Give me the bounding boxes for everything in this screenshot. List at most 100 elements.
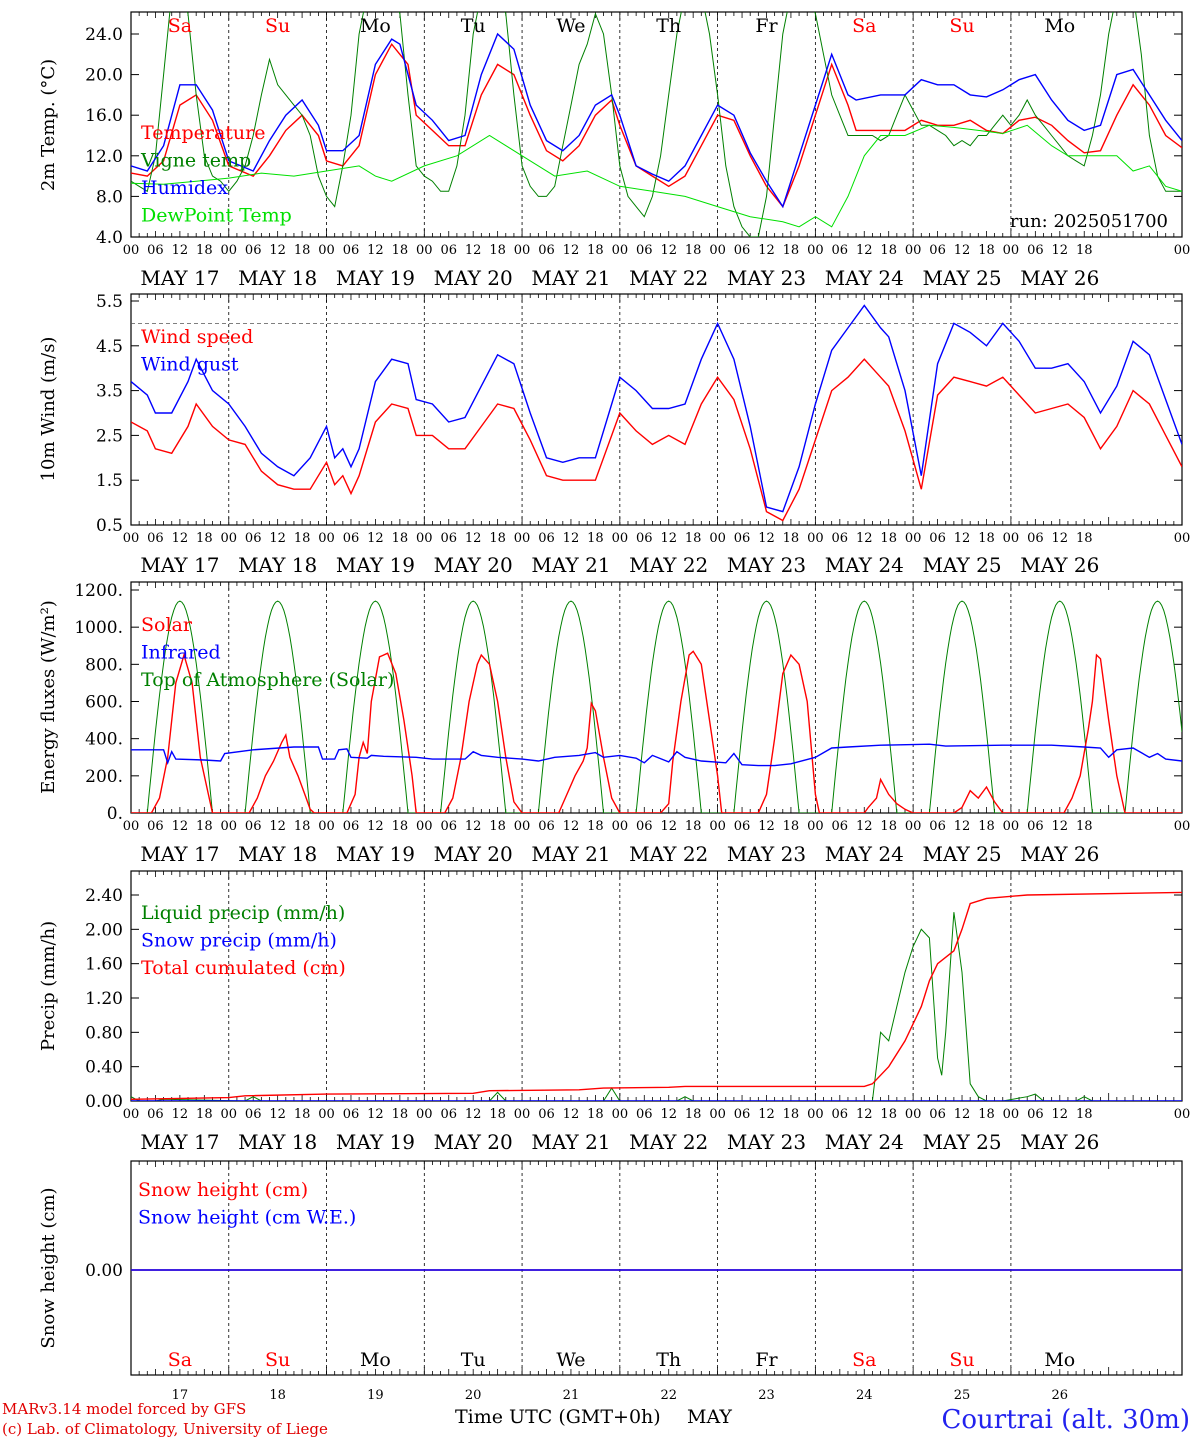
hour-label: 18: [978, 1107, 995, 1122]
hour-label: 12: [172, 531, 189, 546]
weekday-footer: Sa: [852, 1349, 876, 1371]
hour-label: 00: [807, 1107, 824, 1122]
hour-label: 12: [856, 1107, 873, 1122]
date-label: MAY 17: [140, 1130, 219, 1154]
hour-label: 12: [856, 531, 873, 546]
date-label: MAY 21: [531, 266, 610, 290]
date-label: MAY 26: [1020, 842, 1099, 866]
hour-label: 12: [954, 531, 971, 546]
series-liquid-precip-mm-h-: [131, 912, 1182, 1101]
weekday-header: Sa: [852, 15, 876, 37]
y-tick-label: 600.: [85, 693, 123, 713]
hour-label: 06: [147, 1107, 164, 1122]
hour-label: 18: [783, 243, 800, 258]
date-label: MAY 23: [727, 842, 806, 866]
hour-label: 00: [416, 531, 433, 546]
date-label: MAY 17: [140, 553, 219, 577]
hour-label: 18: [685, 531, 702, 546]
y-tick-label: 4.0: [96, 228, 123, 248]
date-label: MAY 26: [1020, 553, 1099, 577]
hour-label: 06: [734, 819, 751, 834]
y-tick-label: 400.: [85, 730, 123, 750]
hour-label: 00: [514, 1107, 531, 1122]
hour-label: 06: [734, 1107, 751, 1122]
hour-label: 18: [685, 243, 702, 258]
hour-label: 00: [514, 243, 531, 258]
date-label: MAY 25: [922, 266, 1001, 290]
y-tick-label: 0.00: [85, 1092, 123, 1112]
day-number: 25: [954, 1388, 971, 1403]
run-label: run: 2025051700: [1010, 211, 1168, 232]
day-number: 23: [758, 1388, 775, 1403]
hour-label: 12: [367, 819, 384, 834]
date-label: MAY 18: [238, 1130, 317, 1154]
date-label: MAY 23: [727, 266, 806, 290]
date-label: MAY 18: [238, 553, 317, 577]
y-tick-label: 2.40: [85, 886, 123, 906]
date-label: MAY 20: [434, 1130, 513, 1154]
hour-label: 18: [587, 243, 604, 258]
weekday-header: Sa: [168, 15, 192, 37]
hour-label: 12: [269, 531, 286, 546]
legend-entry: DewPoint Temp: [141, 205, 292, 227]
hour-label: 18: [978, 531, 995, 546]
hour-label: 06: [636, 1107, 653, 1122]
day-number: 21: [563, 1388, 580, 1403]
date-label: MAY 22: [629, 553, 708, 577]
series-dewpoint-temp: [131, 124, 1182, 228]
hour-label: 00: [123, 243, 140, 258]
panel-4: 0.00 0.40 0.80 1.20 1.60 2.00 2.40 Precip (mm/h…: [38, 870, 1190, 1154]
plot-area: [131, 891, 1182, 1101]
hour-label: 18: [783, 531, 800, 546]
hour-label: 12: [269, 1107, 286, 1122]
hour-label: 12: [367, 243, 384, 258]
date-label: MAY 26: [1020, 266, 1099, 290]
hour-label: 12: [172, 1107, 189, 1122]
hour-label: 06: [245, 1107, 262, 1122]
hour-label: 06: [147, 243, 164, 258]
hour-label: 18: [392, 243, 409, 258]
hour-label: 18: [196, 1107, 213, 1122]
hour-label: 12: [660, 531, 677, 546]
hour-label: 06: [1027, 243, 1044, 258]
legend-entry: Top of Atmosphere (Solar): [141, 669, 394, 691]
date-label: MAY 18: [238, 842, 317, 866]
hour-label: 18: [392, 819, 409, 834]
y-tick-label: 0.00: [85, 1261, 123, 1281]
date-label: MAY 22: [629, 842, 708, 866]
hour-label: 18: [587, 1107, 604, 1122]
hour-label: 00: [1003, 531, 1020, 546]
hour-label: 06: [929, 1107, 946, 1122]
date-label: MAY 25: [922, 1130, 1001, 1154]
hour-label: 18: [880, 819, 897, 834]
hour-label: 06: [440, 1107, 457, 1122]
hour-label: 00: [514, 531, 531, 546]
date-label: MAY 20: [434, 553, 513, 577]
hour-label: 18: [880, 1107, 897, 1122]
hour-label: 12: [758, 819, 775, 834]
hour-label: 18: [1076, 1107, 1093, 1122]
weekday-header: Mo: [1044, 15, 1075, 37]
hour-label: 12: [1052, 243, 1069, 258]
legend-entry: Snow height (cm W.E.): [138, 1207, 356, 1229]
hour-label: 00: [416, 819, 433, 834]
hour-label: 12: [660, 243, 677, 258]
hour-label: 00: [905, 531, 922, 546]
hour-label: 00: [220, 243, 237, 258]
hour-label: 00: [123, 1107, 140, 1122]
hour-label: 06: [343, 243, 360, 258]
hour-label: 12: [367, 531, 384, 546]
hour-label: 18: [294, 1107, 311, 1122]
legend-entry: Humidex: [141, 177, 228, 199]
plot-frame: [130, 581, 1183, 814]
hour-label: 00: [123, 531, 140, 546]
hour-label: 18: [587, 531, 604, 546]
x-axis-month: MAY: [687, 1406, 732, 1428]
hour-label: 00: [807, 531, 824, 546]
hour-label: 12: [1052, 1107, 1069, 1122]
date-label: MAY 23: [727, 553, 806, 577]
hour-label: 06: [343, 531, 360, 546]
y-tick-label: 800.: [85, 655, 123, 675]
y-tick-label: 1.20: [85, 989, 123, 1009]
